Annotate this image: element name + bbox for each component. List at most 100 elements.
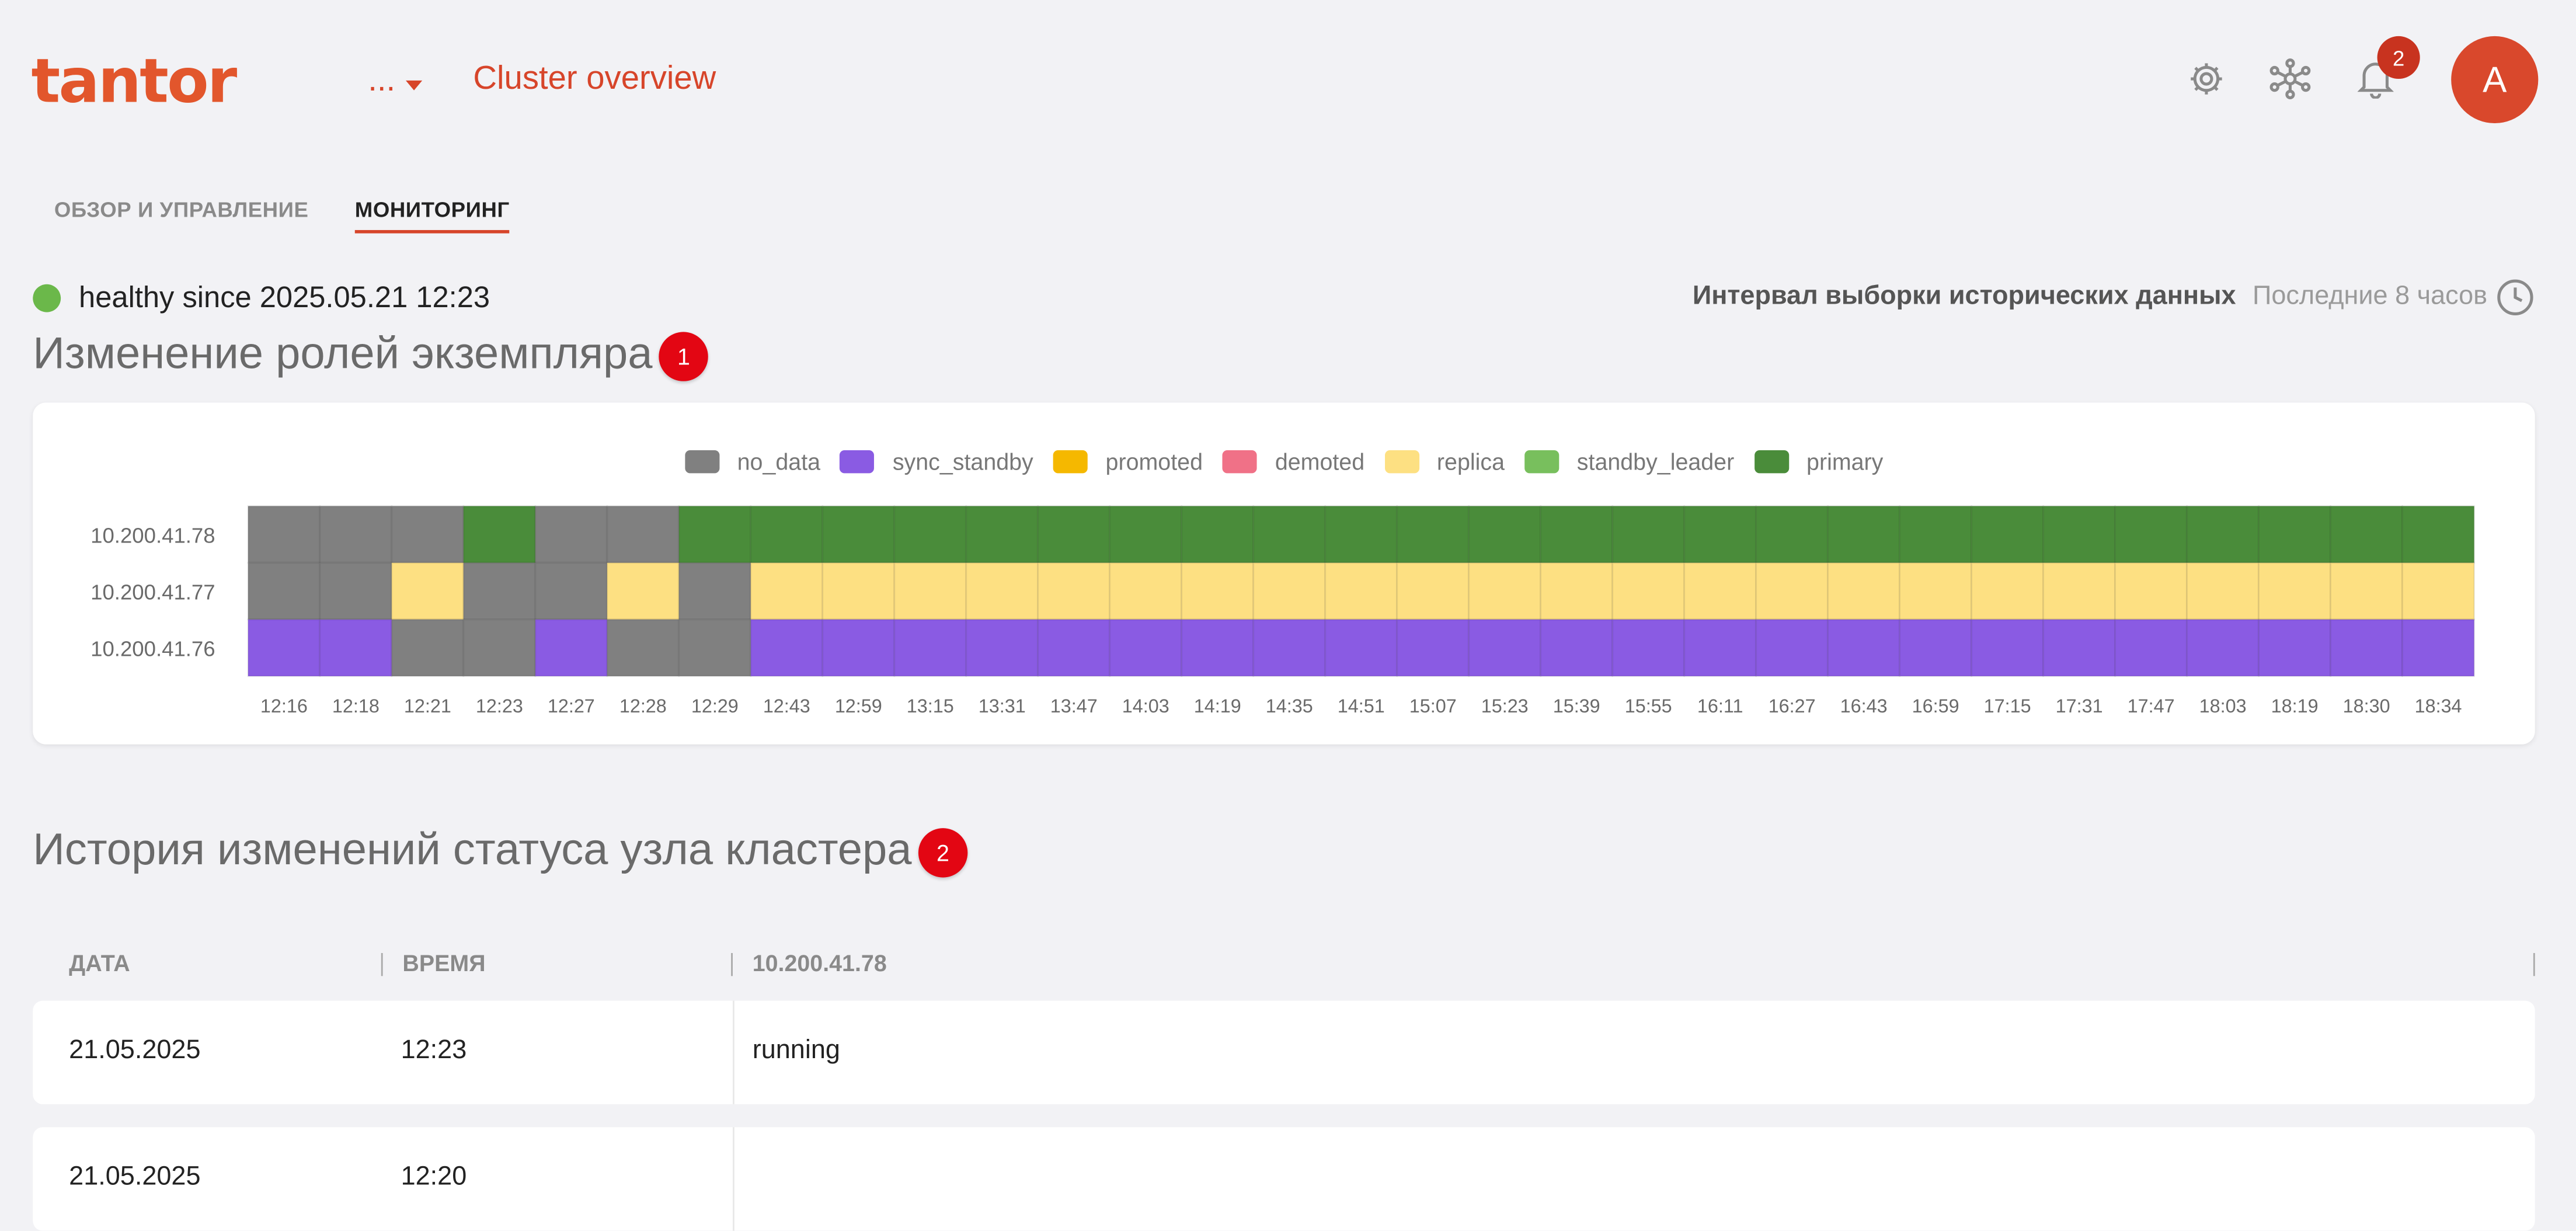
heatmap-cell[interactable] xyxy=(319,505,393,564)
legend-item-no_data[interactable]: no_data xyxy=(684,448,820,475)
gear-icon[interactable] xyxy=(2184,56,2230,102)
heatmap-cell[interactable] xyxy=(821,618,896,677)
heatmap-cell[interactable] xyxy=(1037,618,1111,677)
heatmap-cell[interactable] xyxy=(1899,505,1973,564)
column-header-node[interactable]: 10.200.41.78 xyxy=(752,950,887,976)
heatmap-cell[interactable] xyxy=(534,505,608,564)
heatmap-cell[interactable] xyxy=(1324,562,1398,621)
legend-item-primary[interactable]: primary xyxy=(1753,448,1883,475)
legend-item-standby_leader[interactable]: standby_leader xyxy=(1524,448,1734,475)
heatmap-cell[interactable] xyxy=(678,562,752,621)
heatmap-cell[interactable] xyxy=(1611,505,1686,564)
heatmap-cell[interactable] xyxy=(1827,618,1901,677)
heatmap-cell[interactable] xyxy=(1971,505,2045,564)
table-row[interactable]: 21.05.2025 12:20 xyxy=(33,1127,2535,1231)
heatmap-cell[interactable] xyxy=(1827,505,1901,564)
heatmap-cell[interactable] xyxy=(1971,562,2045,621)
heatmap-cell[interactable] xyxy=(606,618,680,677)
heatmap-cell[interactable] xyxy=(391,505,465,564)
heatmap-cell[interactable] xyxy=(965,505,1039,564)
heatmap-cell[interactable] xyxy=(1324,618,1398,677)
heatmap-cell[interactable] xyxy=(1611,562,1686,621)
heatmap-cell[interactable] xyxy=(2258,618,2332,677)
heatmap-cell[interactable] xyxy=(534,562,608,621)
heatmap-cell[interactable] xyxy=(750,618,824,677)
heatmap-cell[interactable] xyxy=(534,618,608,677)
heatmap-cell[interactable] xyxy=(1683,562,1757,621)
heatmap-cell[interactable] xyxy=(1540,562,1614,621)
heatmap-cell[interactable] xyxy=(821,505,896,564)
legend-item-sync_standby[interactable]: sync_standby xyxy=(840,448,1033,475)
heatmap-cell[interactable] xyxy=(462,505,537,564)
heatmap-cell[interactable] xyxy=(1755,618,1829,677)
heatmap-cell[interactable] xyxy=(2330,618,2403,677)
heatmap-cell[interactable] xyxy=(2258,505,2332,564)
heatmap-cell[interactable] xyxy=(893,505,967,564)
user-avatar[interactable]: A xyxy=(2451,36,2539,124)
heatmap-cell[interactable] xyxy=(1109,618,1183,677)
heatmap-cell[interactable] xyxy=(247,562,321,621)
heatmap-cell[interactable] xyxy=(678,618,752,677)
heatmap-cell[interactable] xyxy=(1109,562,1183,621)
heatmap-cell[interactable] xyxy=(1540,618,1614,677)
tantor-logo[interactable]: tantor xyxy=(31,43,237,118)
heatmap-cell[interactable] xyxy=(1611,618,1686,677)
heatmap-cell[interactable] xyxy=(319,562,393,621)
heatmap-cell[interactable] xyxy=(965,618,1039,677)
heatmap-cell[interactable] xyxy=(965,562,1039,621)
heatmap-cell[interactable] xyxy=(1181,562,1255,621)
legend-item-promoted[interactable]: promoted xyxy=(1053,448,1203,475)
heatmap-cell[interactable] xyxy=(2042,505,2117,564)
heatmap-cell[interactable] xyxy=(1755,562,1829,621)
heatmap-cell[interactable] xyxy=(2330,505,2403,564)
heatmap-cell[interactable] xyxy=(2042,562,2117,621)
column-header-time[interactable]: ВРЕМЯ xyxy=(402,950,486,976)
heatmap-cell[interactable] xyxy=(391,562,465,621)
heatmap-cell[interactable] xyxy=(1971,618,2045,677)
table-row[interactable]: 21.05.2025 12:23 running xyxy=(33,1000,2535,1104)
heatmap-cell[interactable] xyxy=(247,505,321,564)
heatmap-cell[interactable] xyxy=(606,562,680,621)
heatmap-cell[interactable] xyxy=(1252,505,1327,564)
heatmap-cell[interactable] xyxy=(821,562,896,621)
heatmap-cell[interactable] xyxy=(1252,618,1327,677)
heatmap-cell[interactable] xyxy=(606,505,680,564)
heatmap-cell[interactable] xyxy=(2401,505,2475,564)
tab-overview[interactable]: ОБЗОР И УПРАВЛЕНИЕ xyxy=(54,197,309,222)
heatmap-cell[interactable] xyxy=(1755,505,1829,564)
legend-item-demoted[interactable]: demoted xyxy=(1222,448,1364,475)
heatmap-cell[interactable] xyxy=(2114,562,2188,621)
heatmap-cell[interactable] xyxy=(1683,505,1757,564)
heatmap-cell[interactable] xyxy=(1252,562,1327,621)
column-resize-handle[interactable] xyxy=(731,953,733,976)
heatmap-cell[interactable] xyxy=(2042,618,2117,677)
heatmap-cell[interactable] xyxy=(1468,618,1542,677)
heatmap-cell[interactable] xyxy=(1468,562,1542,621)
heatmap-cell[interactable] xyxy=(1396,562,1470,621)
heatmap-cell[interactable] xyxy=(1037,562,1111,621)
heatmap-cell[interactable] xyxy=(462,618,537,677)
heatmap-cell[interactable] xyxy=(2401,618,2475,677)
heatmap-cell[interactable] xyxy=(2258,562,2332,621)
heatmap-cell[interactable] xyxy=(893,562,967,621)
heatmap-cell[interactable] xyxy=(2186,505,2260,564)
heatmap-cell[interactable] xyxy=(1468,505,1542,564)
heatmap-cell[interactable] xyxy=(893,618,967,677)
column-resize-handle[interactable] xyxy=(381,953,383,976)
heatmap-cell[interactable] xyxy=(1181,618,1255,677)
tab-monitoring[interactable]: МОНИТОРИНГ xyxy=(354,197,510,234)
heatmap-cell[interactable] xyxy=(1181,505,1255,564)
column-resize-handle[interactable] xyxy=(2533,953,2535,976)
clock-icon[interactable] xyxy=(2495,278,2535,318)
heatmap-cell[interactable] xyxy=(1109,505,1183,564)
heatmap-cell[interactable] xyxy=(2330,562,2403,621)
heatmap-cell[interactable] xyxy=(1899,618,1973,677)
heatmap-cell[interactable] xyxy=(678,505,752,564)
heatmap-cell[interactable] xyxy=(2186,618,2260,677)
heatmap-cell[interactable] xyxy=(1827,562,1901,621)
heatmap-cell[interactable] xyxy=(1037,505,1111,564)
heatmap-cell[interactable] xyxy=(247,618,321,677)
heatmap-cell[interactable] xyxy=(391,618,465,677)
heatmap-cell[interactable] xyxy=(1540,505,1614,564)
cluster-network-icon[interactable] xyxy=(2267,56,2313,102)
